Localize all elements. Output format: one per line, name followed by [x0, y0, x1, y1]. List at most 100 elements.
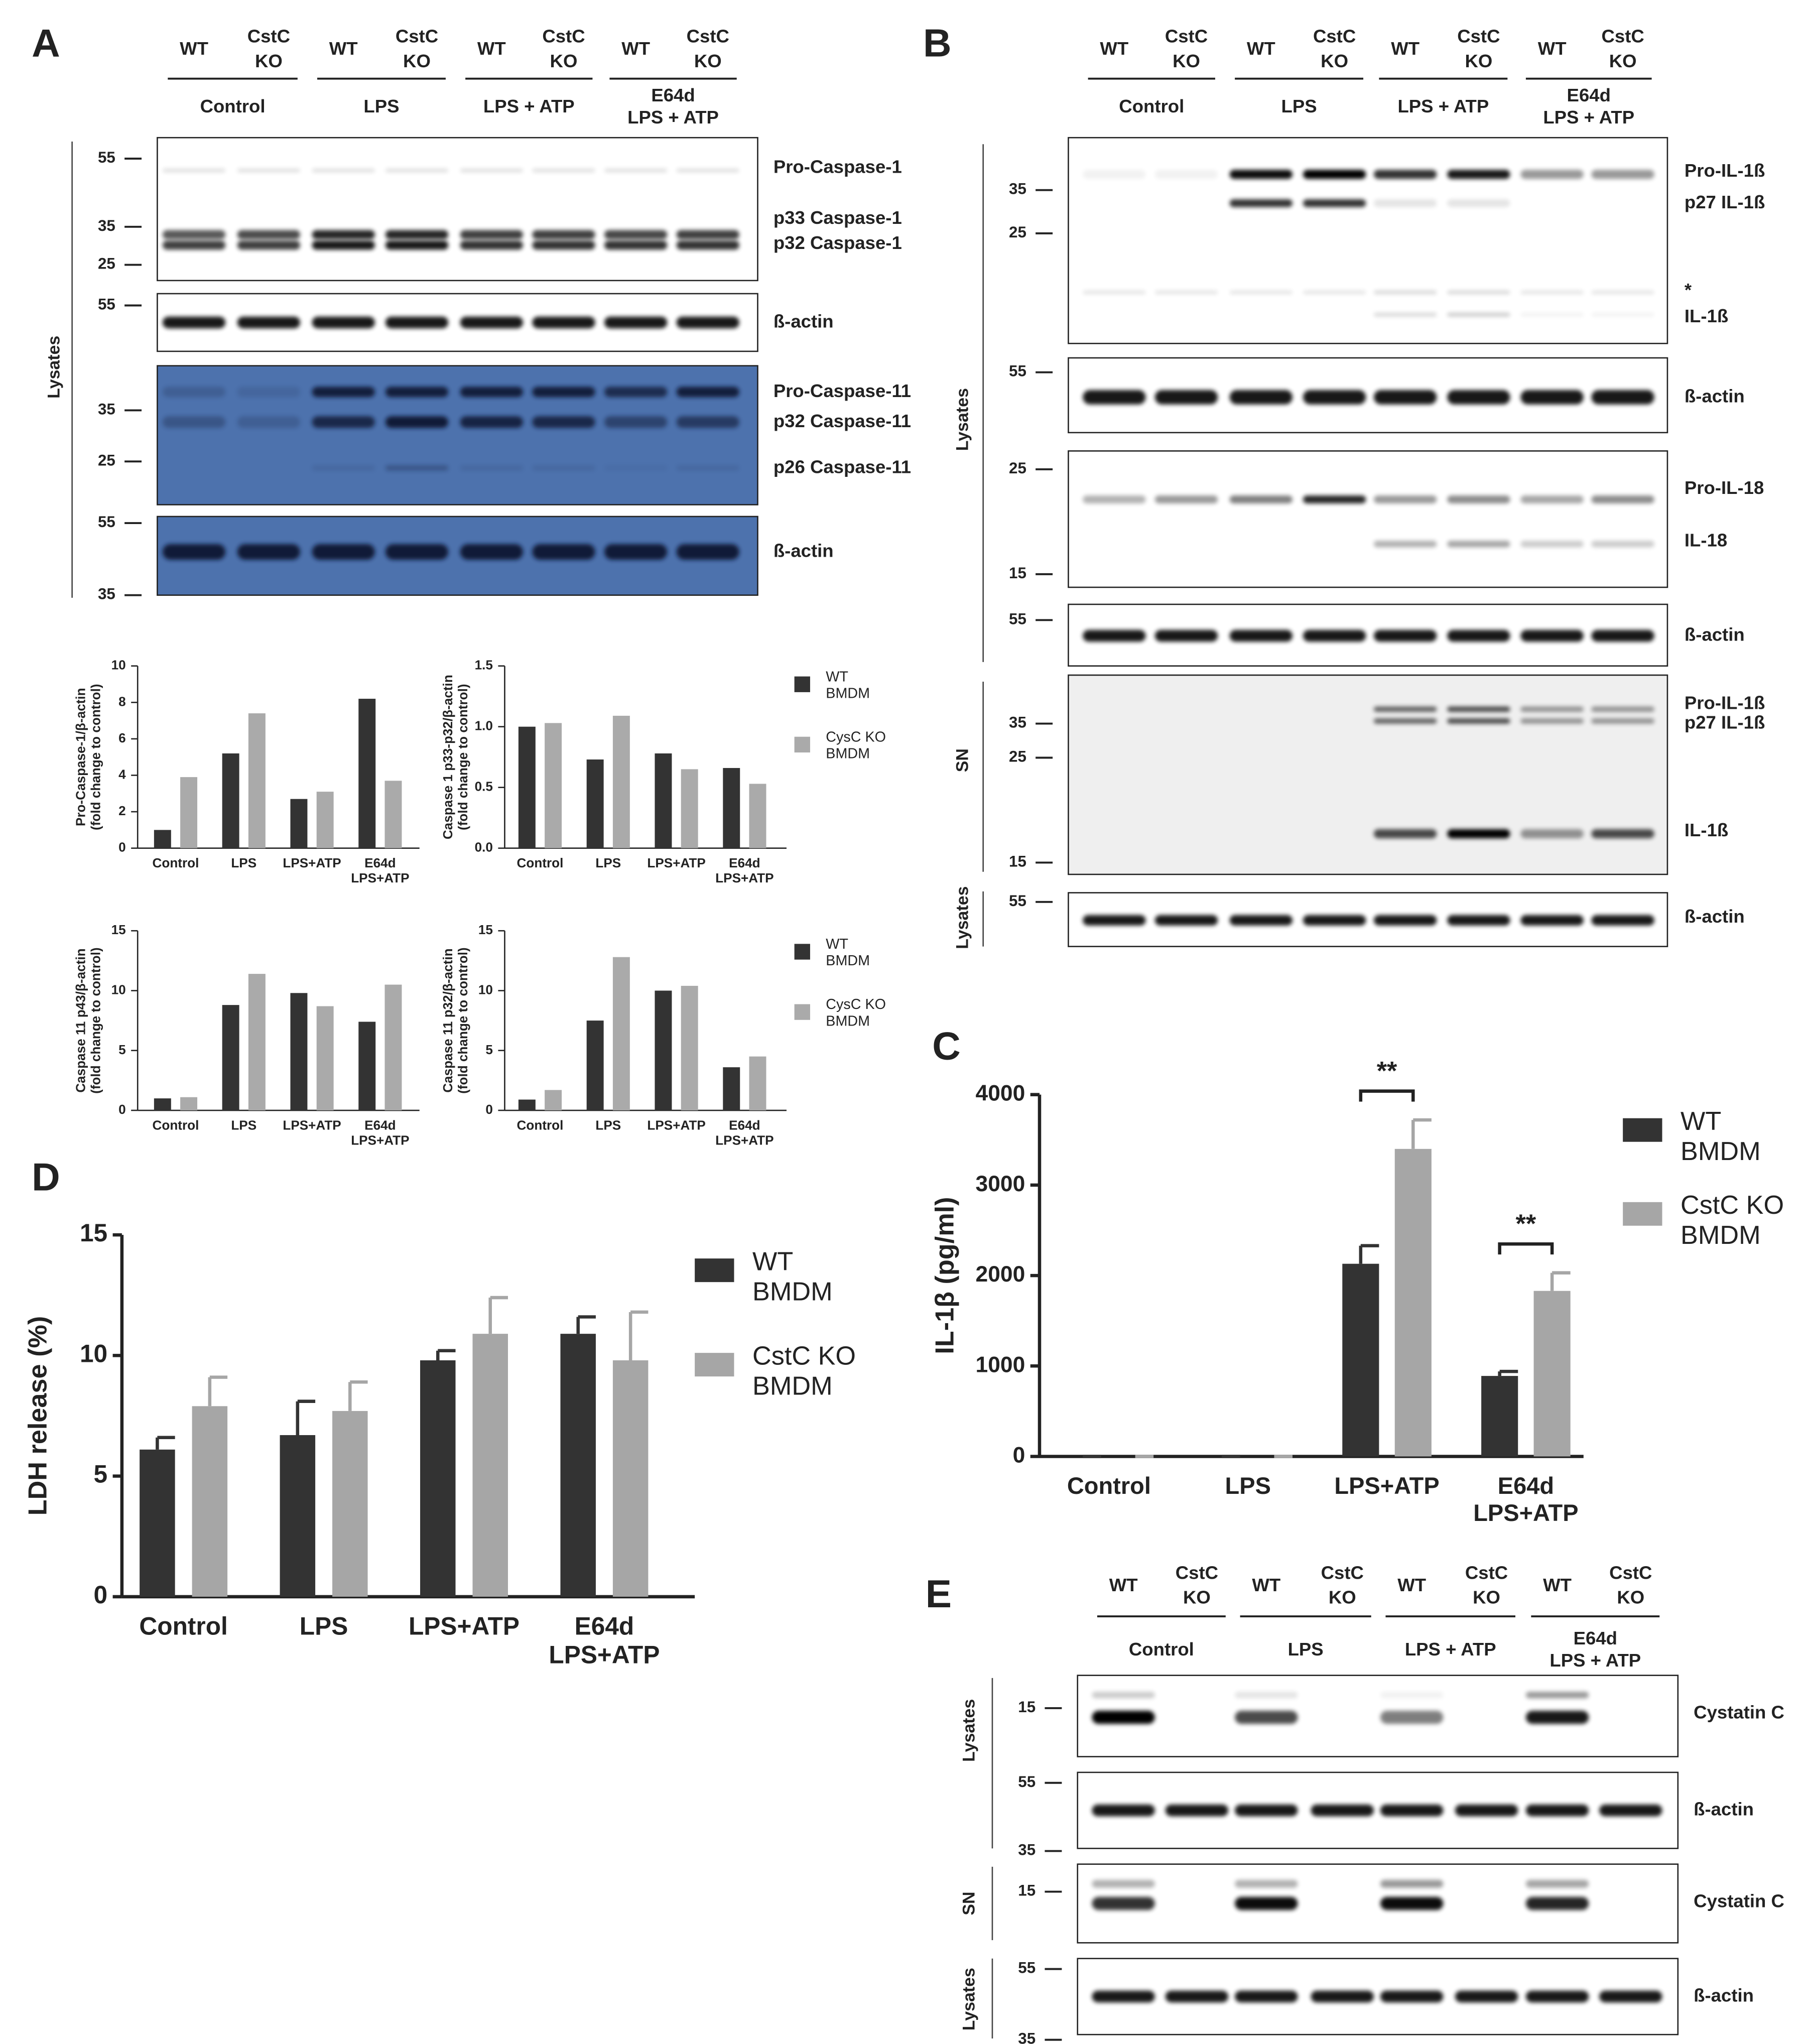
- x-tick-label-line: E64d: [729, 1117, 760, 1132]
- lane-label: WT: [1100, 38, 1128, 59]
- mw-marker-line: 35: [1009, 180, 1026, 198]
- bar: [1481, 1376, 1518, 1457]
- y-axis-label-line: Caspase 11 p43/β-actin: [73, 948, 88, 1092]
- lane-label-line: CstC: [396, 26, 438, 46]
- blot-band: [676, 230, 739, 239]
- x-tick-label: LPS+ATP: [283, 1117, 341, 1132]
- x-tick-label-line: Control: [139, 1612, 227, 1640]
- band-label: p26 Caspase-11: [773, 456, 911, 477]
- bar: [180, 777, 198, 848]
- y-tick-label-line: 5: [118, 1042, 126, 1057]
- x-tick-label-line: Control: [517, 855, 564, 870]
- y-tick-label-line: 10: [478, 982, 493, 997]
- blot-membrane: [1068, 137, 1668, 344]
- fraction-label-line: Lysates: [45, 336, 64, 399]
- significance-label-line: **: [1377, 1057, 1397, 1086]
- bar: [154, 830, 171, 848]
- y-tick-label-line: 15: [80, 1219, 107, 1247]
- blot-band: [1373, 629, 1437, 642]
- mw-marker: 35: [1018, 1841, 1036, 1859]
- blot-band: [1525, 1990, 1589, 2003]
- lane-label: CstC KO: [687, 26, 729, 71]
- y-axis-label-line: Caspase 1 p33-p32/β-actin: [440, 675, 455, 839]
- band-label: p32 Caspase-11: [773, 411, 911, 431]
- lane-label: WT: [1538, 38, 1567, 59]
- y-tick-label-line: 5: [485, 1042, 493, 1057]
- y-tick-label: 10: [111, 982, 126, 997]
- lane-label-line: WT: [621, 38, 650, 59]
- blot-band: [1447, 915, 1510, 926]
- y-tick-label-line: 15: [478, 922, 493, 937]
- blot-band: [676, 416, 739, 428]
- band-label: Pro-IL-18: [1685, 477, 1764, 498]
- mw-marker: 55: [1009, 610, 1026, 628]
- blot-band: [604, 240, 668, 250]
- panel-letter-line: A: [32, 21, 60, 65]
- error-bar: [348, 1380, 368, 1411]
- legend-label-line: WT: [826, 669, 848, 685]
- blot-band: [1229, 629, 1293, 642]
- x-tick-label: E64d LPS+ATP: [1473, 1473, 1578, 1526]
- mw-marker-line: 35: [1018, 1841, 1036, 1859]
- lane-label: CstC KO: [1321, 1562, 1364, 1607]
- legend-label-line: BMDM: [826, 953, 870, 969]
- blot-band: [1235, 1880, 1298, 1888]
- fraction-label: Lysates: [45, 336, 64, 399]
- lane-label-line: CstC: [687, 26, 729, 46]
- error-bar: [1359, 1244, 1379, 1264]
- blot-band: [676, 240, 739, 250]
- y-tick-label: 2000: [976, 1262, 1025, 1287]
- x-tick-label: LPS: [1225, 1473, 1271, 1499]
- group-label-line: LPS + ATP: [1405, 1639, 1496, 1659]
- bar: [358, 1021, 376, 1111]
- bar: [723, 1067, 740, 1111]
- y-tick-label: 15: [111, 922, 126, 937]
- blot-band: [1373, 199, 1437, 207]
- lane-label: CstC KO: [247, 26, 290, 71]
- bar: [332, 1411, 368, 1597]
- blot-band: [1525, 1692, 1589, 1699]
- x-tick-label-line: Control: [517, 1117, 564, 1132]
- mw-marker-line: 35: [98, 217, 115, 234]
- y-tick-label-line: 0.5: [475, 779, 493, 794]
- blot-band: [1520, 541, 1584, 548]
- blot-band: [1591, 390, 1654, 405]
- band-label: *: [1685, 279, 1692, 300]
- blot-band: [1092, 1804, 1155, 1817]
- mw-marker: 55: [1009, 362, 1026, 380]
- mw-marker-line: 55: [1009, 362, 1026, 380]
- fraction-label: SN: [960, 1891, 979, 1915]
- blot-band: [1591, 541, 1654, 548]
- band-label: ß-actin: [773, 540, 834, 561]
- x-tick-label-line: Control: [1067, 1473, 1151, 1499]
- mw-marker: 35: [98, 217, 115, 234]
- blot-band: [604, 168, 668, 173]
- mw-marker: 35: [1009, 714, 1026, 731]
- x-tick-label: LPS+ATP: [409, 1612, 520, 1640]
- band-label-line: ß-actin: [773, 540, 834, 561]
- x-tick-label-line: E64d: [364, 1117, 396, 1132]
- lane-label: CstC KO: [1609, 1562, 1652, 1607]
- blot-band: [162, 316, 226, 329]
- blot-band: [460, 416, 524, 428]
- y-axis-label-line: LDH release (%): [23, 1316, 52, 1516]
- blot-band: [1591, 290, 1654, 295]
- band-label: IL-1ß: [1685, 819, 1728, 840]
- y-tick-label: 0.5: [475, 779, 493, 794]
- blot-membrane: [157, 137, 758, 282]
- group-label: E64d LPS + ATP: [627, 85, 719, 127]
- y-tick-label: 10: [80, 1339, 107, 1367]
- blot-band: [1447, 312, 1510, 317]
- legend-label-line: WT: [752, 1247, 793, 1276]
- band-label: Pro-Caspase-1: [773, 156, 902, 177]
- blot-band: [1525, 1804, 1589, 1817]
- error-bar: [296, 1399, 316, 1435]
- error-bar: [488, 1296, 508, 1334]
- blot-band: [1154, 290, 1218, 295]
- band-label: Pro-IL-1ß: [1685, 692, 1765, 713]
- mw-marker-line: 55: [1018, 1959, 1036, 1977]
- legend-label: WT BMDM: [1681, 1107, 1761, 1166]
- mw-marker: 35: [98, 585, 115, 603]
- x-tick-label-line: LPS+ATP: [351, 1132, 409, 1147]
- lane-label: WT: [1247, 38, 1275, 59]
